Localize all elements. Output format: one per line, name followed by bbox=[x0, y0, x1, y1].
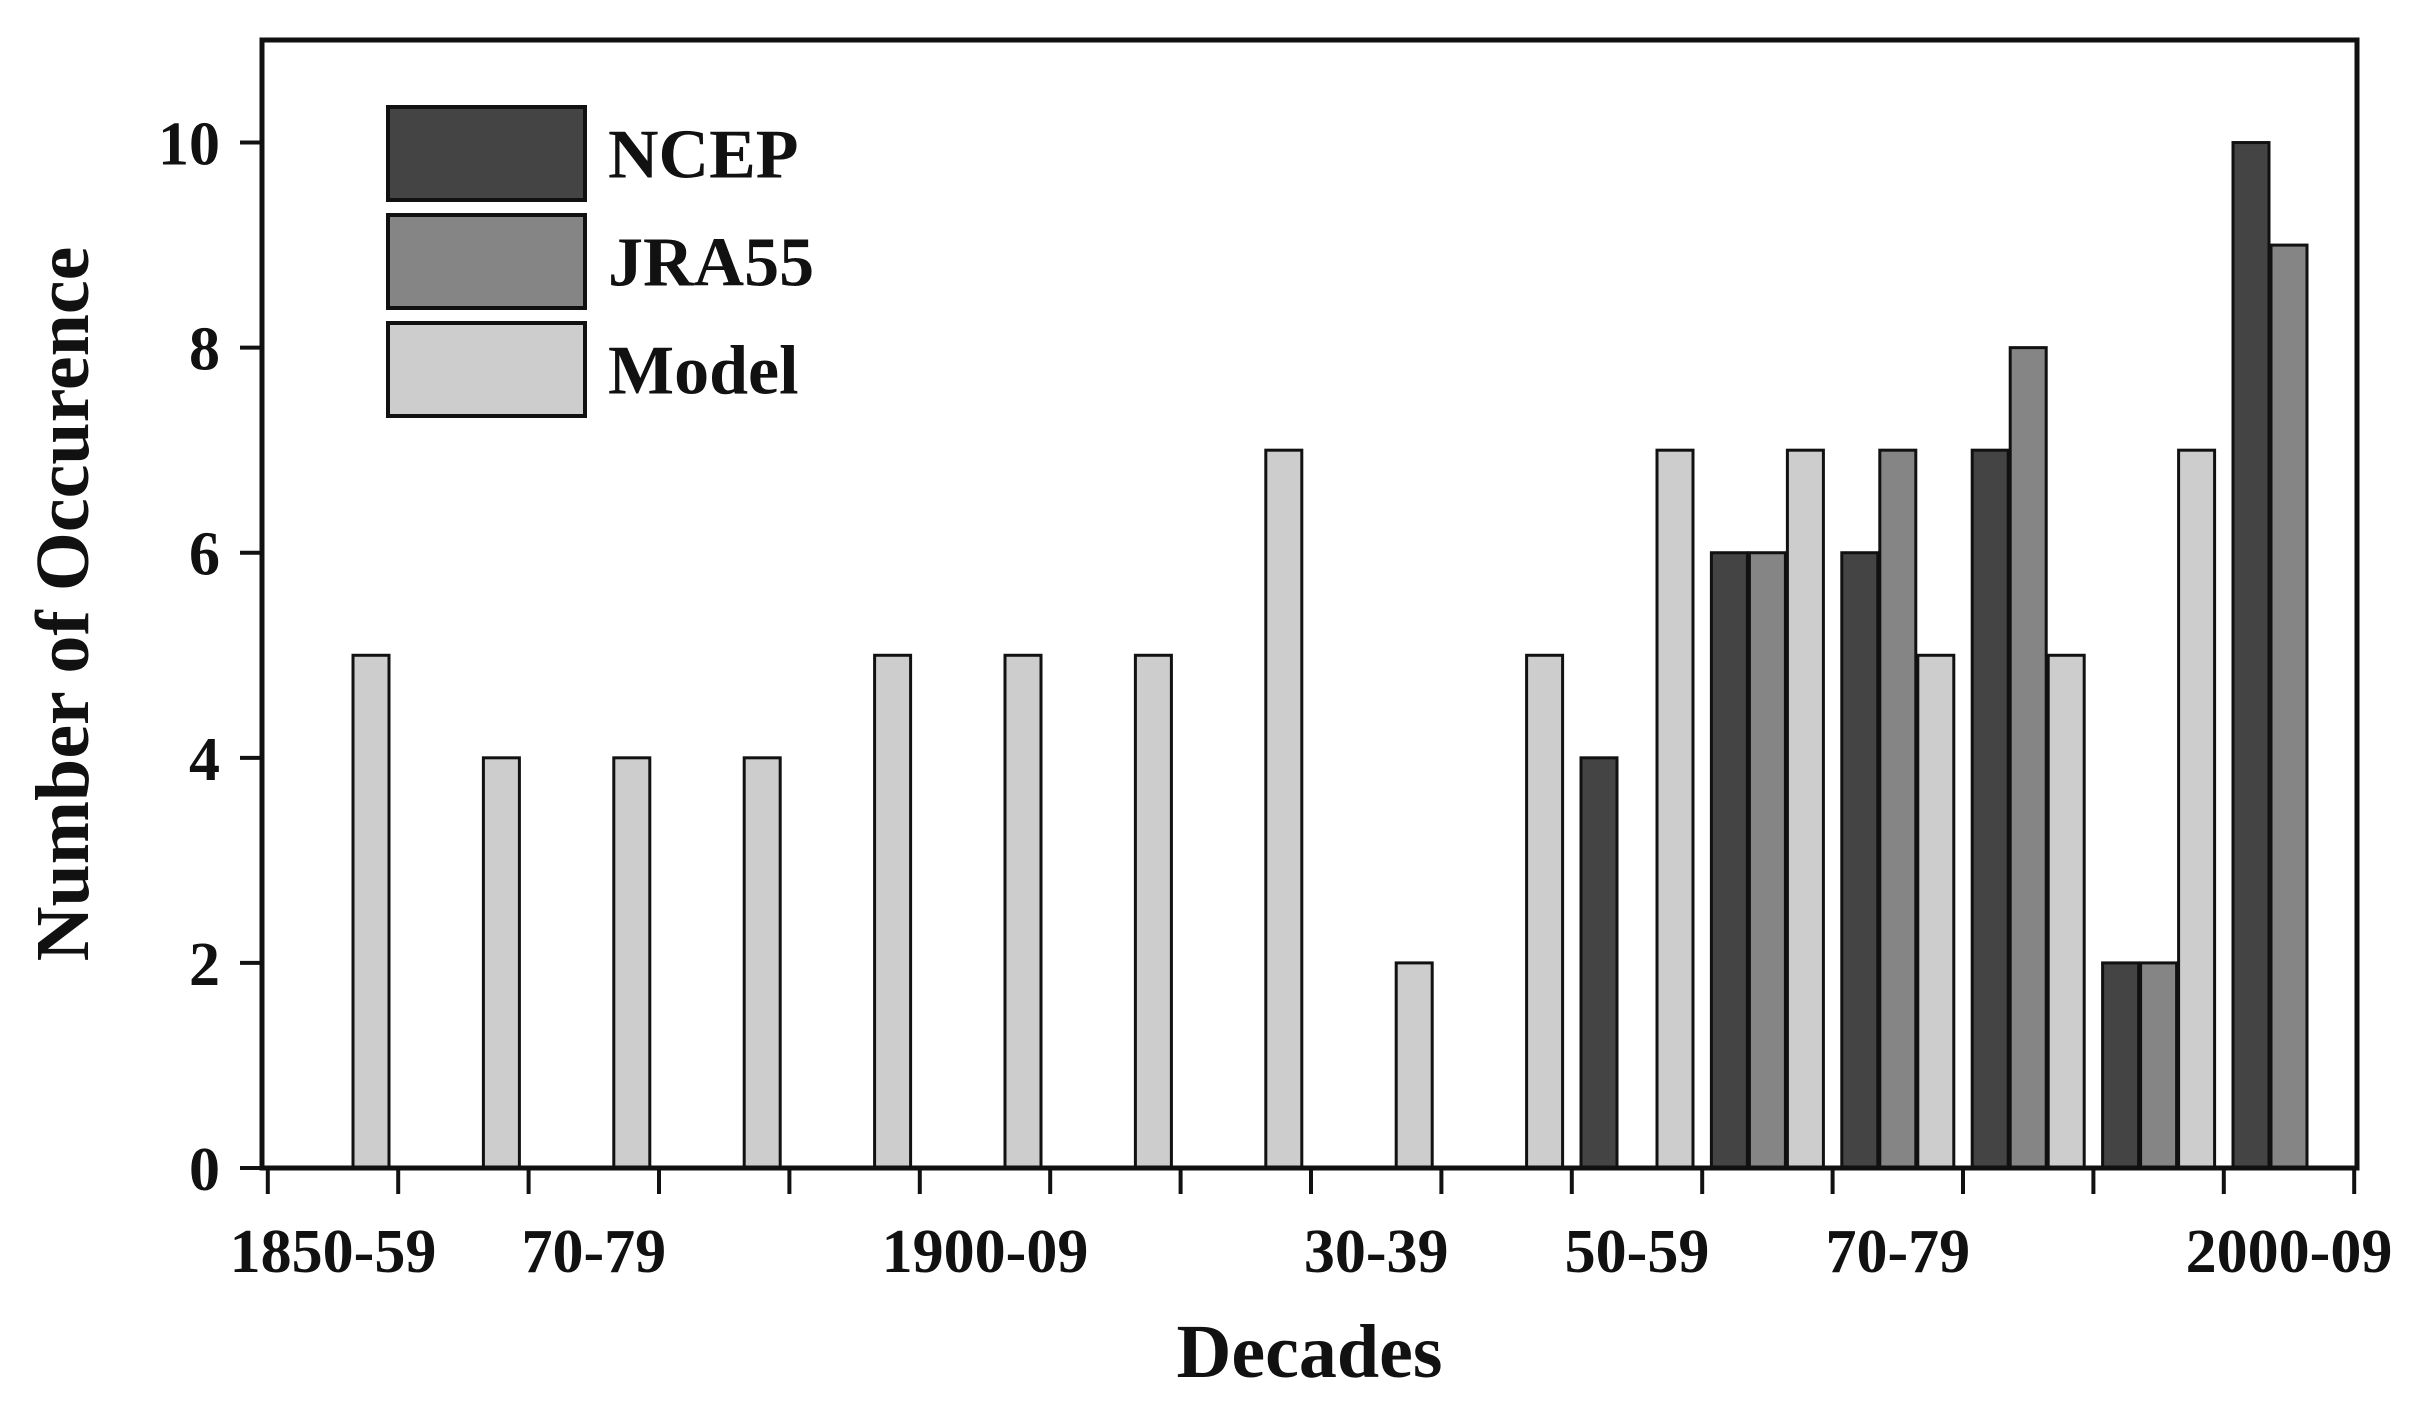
x-axis-label: Decades bbox=[1177, 1310, 1443, 1394]
bar-model-1970-79 bbox=[1916, 653, 1956, 1170]
y-tick-label: 2 bbox=[189, 931, 220, 999]
x-tick-label: 50-59 bbox=[1565, 1218, 1710, 1286]
x-tick-label: 2000-09 bbox=[2186, 1218, 2393, 1286]
bar-jra55-1980-89 bbox=[2008, 346, 2048, 1170]
legend-label-ncep: NCEP bbox=[608, 117, 799, 194]
bar-model-1880-89 bbox=[742, 756, 782, 1170]
bar-model-1850-59 bbox=[351, 653, 391, 1170]
bar-ncep-1960-69 bbox=[1709, 551, 1749, 1170]
legend-swatch-model bbox=[386, 321, 587, 418]
bar-model-1900-09 bbox=[1003, 653, 1043, 1170]
legend-label-model: Model bbox=[608, 333, 799, 410]
y-tick-label: 4 bbox=[189, 726, 220, 794]
x-tick-label: 70-79 bbox=[521, 1218, 666, 1286]
bar-ncep-2000-09 bbox=[2231, 141, 2271, 1170]
legend-swatch-ncep bbox=[386, 105, 587, 202]
bar-ncep-1970-79 bbox=[1840, 551, 1880, 1170]
bar-jra55-1970-79 bbox=[1878, 448, 1918, 1170]
bar-model-1930-39 bbox=[1394, 961, 1434, 1170]
y-tick-label: 8 bbox=[189, 316, 220, 384]
bar-ncep-1980-89 bbox=[1970, 448, 2010, 1170]
bar-jra55-1990-99 bbox=[2139, 961, 2179, 1170]
y-tick-label: 0 bbox=[189, 1136, 220, 1204]
bars-layer bbox=[351, 141, 2309, 1170]
x-tick-label: 1850-59 bbox=[230, 1218, 437, 1286]
bar-model-1860-69 bbox=[481, 756, 521, 1170]
bar-ncep-1950-59 bbox=[1579, 756, 1619, 1170]
bar-model-1910-19 bbox=[1133, 653, 1173, 1170]
legend-label-jra55: JRA55 bbox=[608, 225, 814, 302]
bar-model-1990-99 bbox=[2177, 448, 2217, 1170]
bar-model-1870-79 bbox=[612, 756, 652, 1170]
x-tick-label: 1900-09 bbox=[882, 1218, 1089, 1286]
bar-model-1920-29 bbox=[1264, 448, 1304, 1170]
bar-model-1890-99 bbox=[873, 653, 913, 1170]
bar-model-1980-89 bbox=[2046, 653, 2086, 1170]
y-tick-label: 10 bbox=[158, 111, 220, 179]
bar-model-1950-59 bbox=[1655, 448, 1695, 1170]
y-tick-label: 6 bbox=[189, 521, 220, 589]
bar-model-1960-69 bbox=[1785, 448, 1825, 1170]
bar-jra55-2000-09 bbox=[2269, 243, 2309, 1170]
x-tick-label: 30-39 bbox=[1304, 1218, 1449, 1286]
legend: NCEP JRA55 Model bbox=[386, 105, 814, 418]
bar-ncep-1990-99 bbox=[2101, 961, 2141, 1170]
y-axis-label: Number of Occurence bbox=[21, 247, 105, 962]
bar-jra55-1960-69 bbox=[1747, 551, 1787, 1170]
legend-swatch-jra55 bbox=[386, 213, 587, 310]
bar-model-1940-49 bbox=[1525, 653, 1565, 1170]
x-tick-label: 70-79 bbox=[1825, 1218, 1970, 1286]
axes-layer: 0 2 4 6 8 10 1850-59 70-79 1900-09 30-39 50-59 70-7… bbox=[158, 111, 2392, 1286]
